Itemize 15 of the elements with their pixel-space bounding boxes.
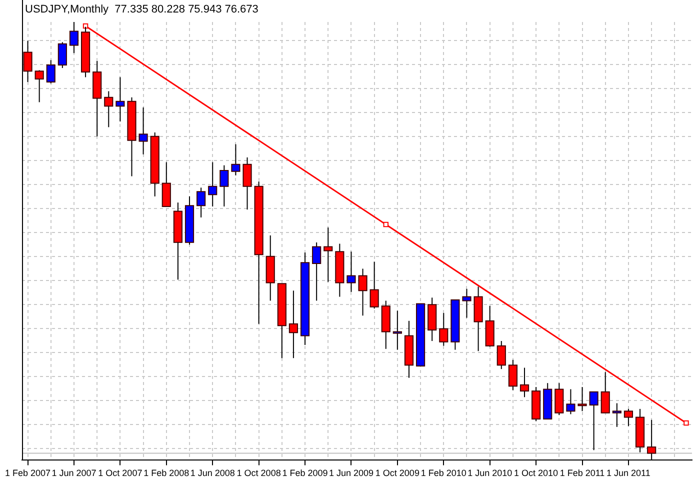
x-tick-label: 1 Jun 2011 (606, 468, 650, 478)
x-tick-label: 1 Feb 2011 (560, 468, 605, 478)
x-tick-label: 1 Feb 2010 (420, 468, 466, 478)
x-tick-label: 1 Feb 2008 (144, 468, 190, 478)
x-tick-label: 1 Oct 2010 (514, 468, 558, 478)
x-tick-label: 1 Oct 2007 (98, 468, 142, 478)
x-tick-label: 1 Oct 2008 (236, 468, 281, 478)
x-tick-label: 1 Jun 2008 (190, 468, 235, 478)
x-tick-label: 1 Feb 2007 (5, 468, 51, 478)
chart-title: USDJPY,Monthly 77.335 80.228 75.943 76.673 (25, 4, 258, 16)
x-tick-label: 1 Jun 2010 (468, 468, 512, 478)
x-tick-label: 1 Oct 2009 (375, 468, 420, 478)
x-tick-label: 1 Jun 2009 (328, 468, 374, 478)
x-tick-label: 1 Feb 2009 (282, 468, 328, 478)
x-tick-label: 1 Jun 2007 (52, 468, 96, 478)
